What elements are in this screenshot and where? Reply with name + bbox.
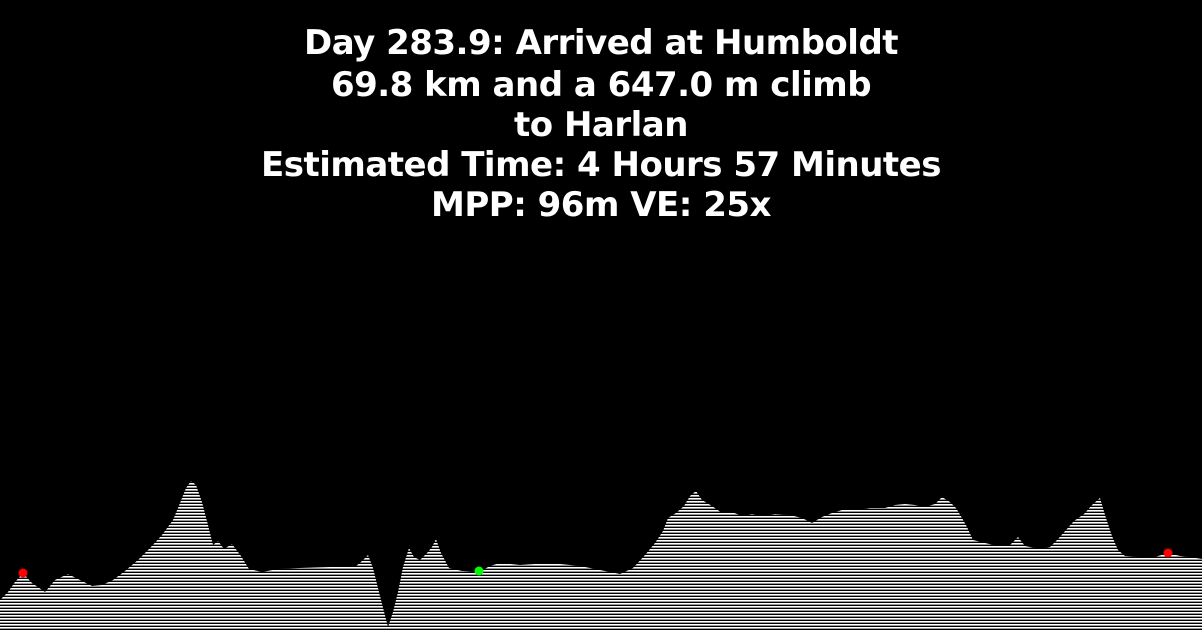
end-marker	[1163, 548, 1173, 558]
elevation-terrain	[0, 481, 1202, 630]
start-marker	[18, 568, 28, 578]
distance-climb-text: 69.8 km and a 647.0 m climb	[330, 65, 872, 105]
day-status-text: Day 283.9: Arrived at Humboldt	[303, 23, 899, 63]
scale-info-text: MPP: 96m VE: 25x	[431, 185, 771, 225]
destination-text: to Harlan	[514, 105, 688, 145]
estimated-time-text: Estimated Time: 4 Hours 57 Minutes	[261, 145, 941, 185]
current-position-marker	[474, 566, 484, 576]
route-caption: Day 283.9: Arrived at Humboldt 69.8 km a…	[0, 22, 1202, 225]
